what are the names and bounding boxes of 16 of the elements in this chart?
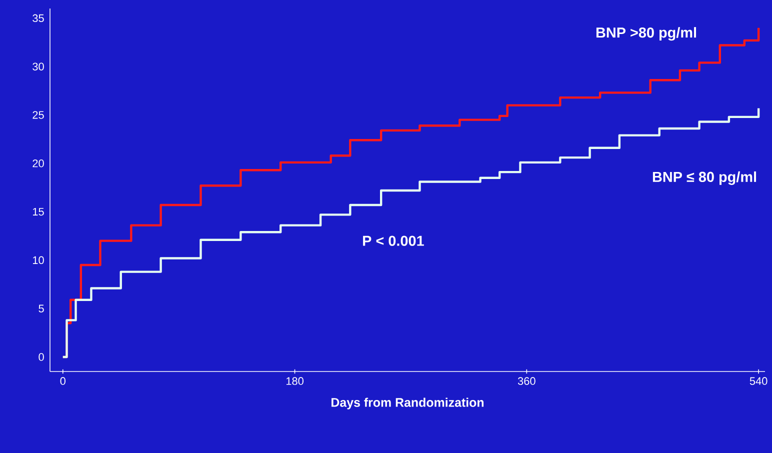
x-tick-label: 540: [750, 377, 768, 385]
y-tick-label: 30: [32, 62, 44, 70]
y-tick-label: 35: [32, 14, 44, 22]
x-tick-label: 180: [286, 377, 304, 385]
y-tick-label: 25: [32, 111, 44, 119]
y-tick-label: 15: [32, 208, 44, 216]
y-tick-label: 5: [38, 304, 44, 312]
series-label: BNP >80 pg/ml: [596, 27, 696, 41]
x-tick-label: 0: [60, 377, 66, 385]
x-axis-title: Days from Randomization: [332, 398, 484, 410]
y-tick-label: 20: [32, 160, 44, 168]
annotation: P < 0.001: [363, 236, 424, 246]
x-tick-label: 360: [518, 377, 536, 385]
y-tick-label: 0: [38, 353, 44, 361]
text: BNP ≤ 80 pg/ml: [652, 171, 756, 185]
y-tick-label: 10: [32, 256, 44, 264]
